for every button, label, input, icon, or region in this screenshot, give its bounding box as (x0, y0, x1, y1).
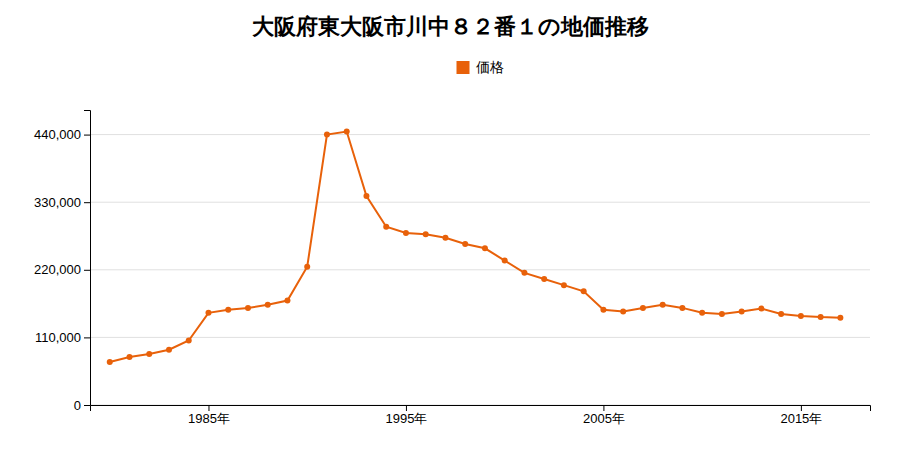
y-tick: 110,000 (35, 330, 90, 345)
x-tick-label: 2005年 (583, 411, 625, 426)
legend-item: 価格 (457, 59, 504, 75)
point (363, 193, 369, 199)
grid-line (90, 337, 870, 338)
y-tick: 330,000 (34, 195, 90, 210)
line (110, 132, 841, 362)
point (107, 359, 113, 365)
x-tick-mark (801, 405, 802, 411)
legend-swatch (457, 61, 470, 74)
y-tick: 440,000 (34, 127, 90, 142)
grid-line (90, 134, 870, 135)
point (699, 310, 705, 316)
point (739, 309, 745, 315)
marks (107, 129, 844, 365)
chart: 1985年 1995年 2005年 2015年 0 110,000 220,000 330,0… (0, 0, 900, 450)
point (126, 354, 132, 360)
y-axis-line (84, 111, 91, 406)
grid-line (90, 202, 870, 203)
x-tick-mark (603, 405, 604, 411)
legend: 価格 (457, 59, 504, 75)
y-tick-label: 330,000 (34, 195, 81, 210)
x-tick: 1985年 (188, 405, 230, 426)
point (778, 311, 784, 317)
x-tick-label: 1995年 (385, 411, 427, 426)
point (719, 311, 725, 317)
point (462, 241, 468, 247)
point (521, 270, 527, 276)
point (146, 351, 152, 357)
point (581, 288, 587, 294)
point (284, 298, 290, 304)
y-tick-mark (84, 337, 90, 338)
point (186, 337, 192, 343)
x-tick-mark (406, 405, 407, 411)
y-tick-mark (84, 405, 90, 406)
point (679, 305, 685, 311)
y-axis: 0 110,000 220,000 330,000 440,000 (34, 111, 91, 413)
point (403, 230, 409, 236)
x-axis-line (91, 406, 871, 412)
point (541, 276, 547, 282)
point (640, 305, 646, 311)
point (205, 310, 211, 316)
y-tick-label: 110,000 (35, 330, 81, 345)
point (502, 258, 508, 264)
point (798, 313, 804, 319)
y-tick-mark (84, 135, 90, 136)
point (383, 224, 389, 230)
x-tick-label: 1985年 (188, 411, 230, 426)
point (344, 129, 350, 135)
y-tick-mark (84, 202, 90, 203)
point (818, 314, 824, 320)
point (561, 282, 567, 288)
title: 大阪府東大阪市川中８２番１の地価推移 (252, 14, 649, 39)
y-tick-label: 440,000 (34, 127, 81, 142)
grid-line (90, 269, 870, 270)
plot-area: 1985年 1995年 2005年 2015年 0 110,000 220,000 330,0… (34, 111, 871, 427)
point (620, 309, 626, 315)
grid (90, 135, 870, 405)
point (758, 306, 764, 312)
x-tick: 2005年 (583, 405, 625, 426)
x-tick-mark (208, 405, 209, 411)
point (265, 302, 271, 308)
y-tick-label: 220,000 (34, 262, 81, 277)
point (166, 347, 172, 353)
y-tick-label: 0 (74, 398, 81, 413)
point (245, 305, 251, 311)
point (423, 231, 429, 237)
point (442, 235, 448, 241)
point (837, 315, 843, 321)
point (482, 245, 488, 251)
y-tick: 0 (74, 398, 90, 413)
y-tick-mark (84, 270, 90, 271)
x-tick: 1995年 (385, 405, 427, 426)
point (660, 302, 666, 308)
point (324, 132, 330, 138)
point (304, 264, 310, 270)
x-axis: 1985年 1995年 2005年 2015年 (91, 405, 871, 426)
point (225, 307, 231, 313)
legend-label: 価格 (476, 59, 504, 75)
y-tick: 220,000 (34, 262, 90, 277)
point (600, 307, 606, 313)
x-tick: 2015年 (780, 405, 822, 426)
x-tick-label: 2015年 (780, 411, 822, 426)
